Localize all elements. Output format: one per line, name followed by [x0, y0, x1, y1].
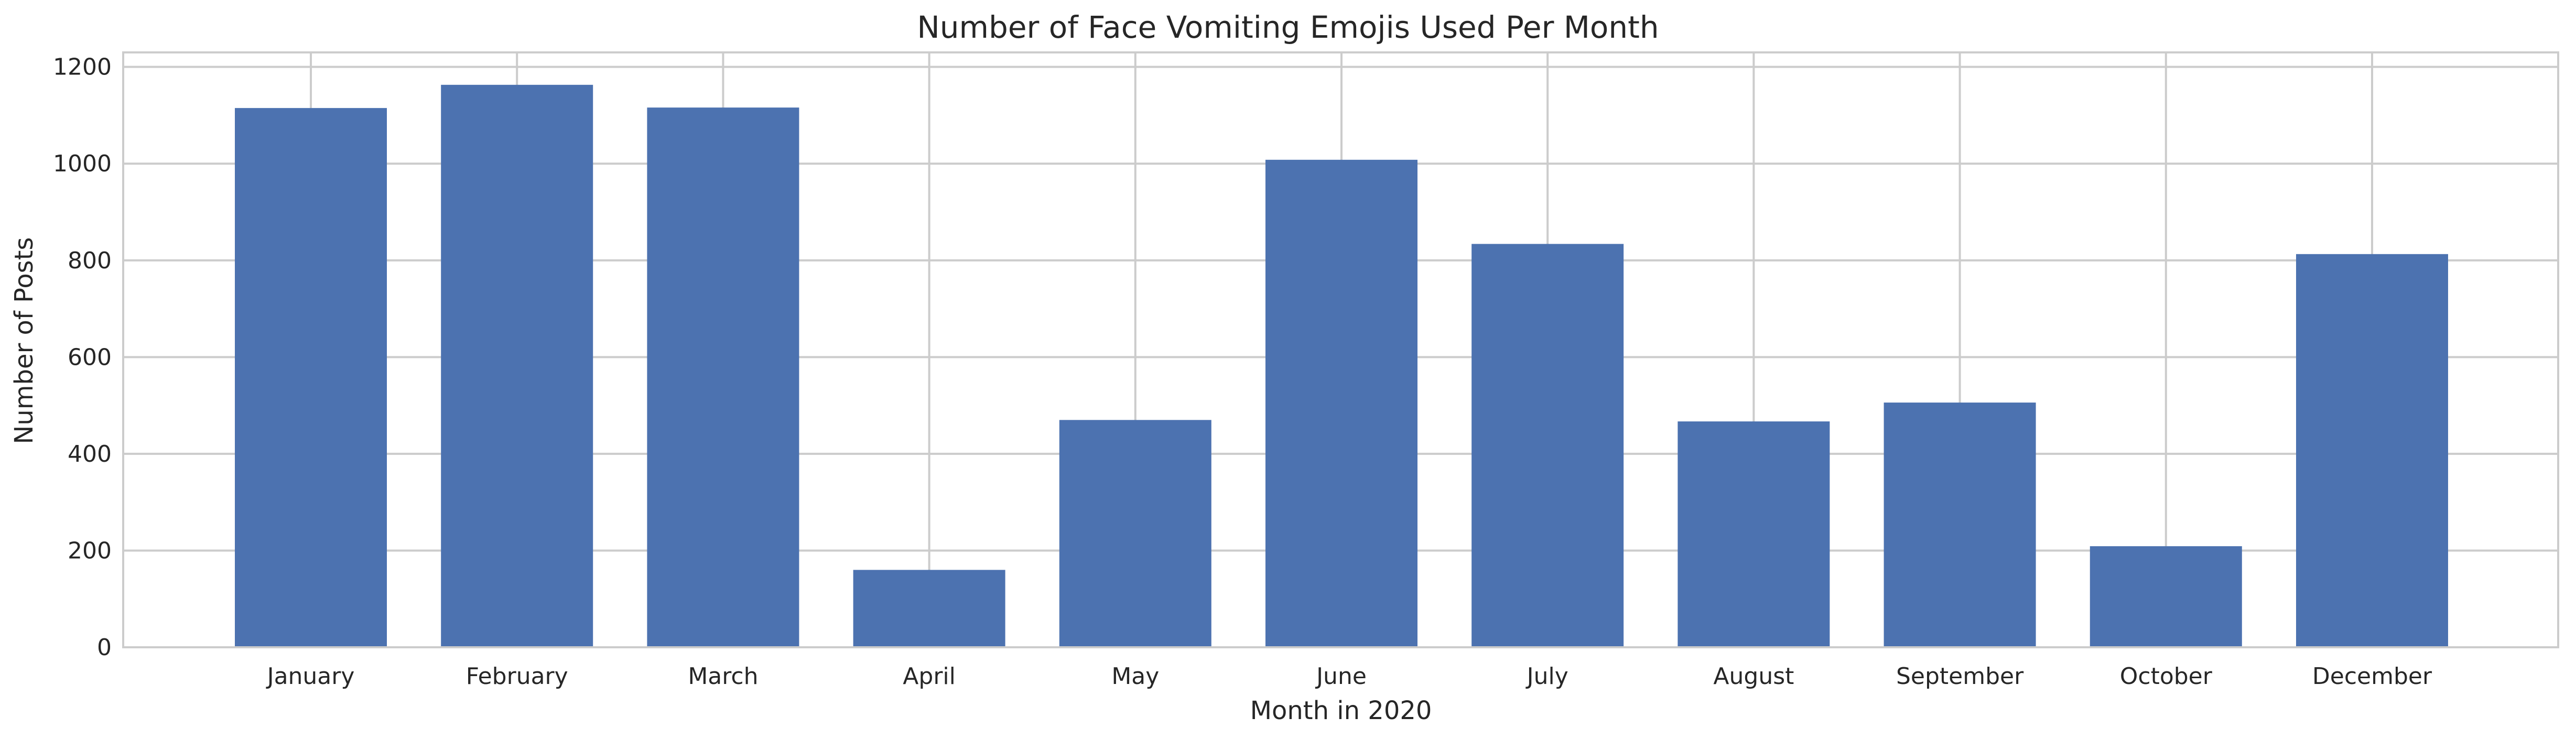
y-tick-label: 1000: [53, 150, 112, 177]
bar-may: [1059, 420, 1211, 647]
bar-february: [441, 84, 593, 648]
y-tick-labels: 0 200 400 600 800 1000 1200: [53, 54, 112, 661]
x-tick-label: September: [1896, 663, 2024, 690]
x-tick-labels: January February March April May June July Augu…: [266, 663, 2432, 690]
x-tick-label: February: [466, 663, 568, 690]
bar-january: [235, 108, 387, 647]
y-tick-label: 600: [68, 344, 112, 371]
x-tick-label: May: [1111, 663, 1159, 690]
x-axis-label: Month in 2020: [1250, 696, 1432, 725]
plot-frame: [122, 51, 2559, 648]
y-tick-label: 400: [68, 441, 112, 468]
y-tick-label: 200: [68, 537, 112, 564]
bars: [235, 84, 2448, 648]
x-tick-label: June: [1315, 663, 1367, 690]
bar-july: [1471, 244, 1624, 647]
bar-september: [1884, 403, 2036, 647]
x-tick-label: January: [266, 663, 355, 690]
y-tick-label: 1200: [53, 54, 112, 81]
x-tick-label: March: [688, 663, 758, 690]
bar-october: [2090, 546, 2242, 647]
y-axis-label: Number of Posts: [9, 237, 39, 444]
x-tick-label: December: [2312, 663, 2432, 690]
x-tick-label: July: [1525, 663, 1568, 690]
bar-june: [1265, 159, 1417, 648]
chart-title: Number of Face Vomiting Emojis Used Per …: [917, 9, 1659, 45]
bar-december: [2296, 254, 2448, 647]
y-tick-label: 0: [97, 634, 112, 661]
bar-august: [1677, 421, 1830, 647]
x-tick-label: August: [1713, 663, 1794, 690]
bar-april: [853, 570, 1005, 647]
y-tick-label: 800: [68, 247, 112, 274]
x-tick-label: April: [903, 663, 956, 690]
bar-march: [647, 107, 799, 648]
x-tick-label: October: [2120, 663, 2213, 690]
